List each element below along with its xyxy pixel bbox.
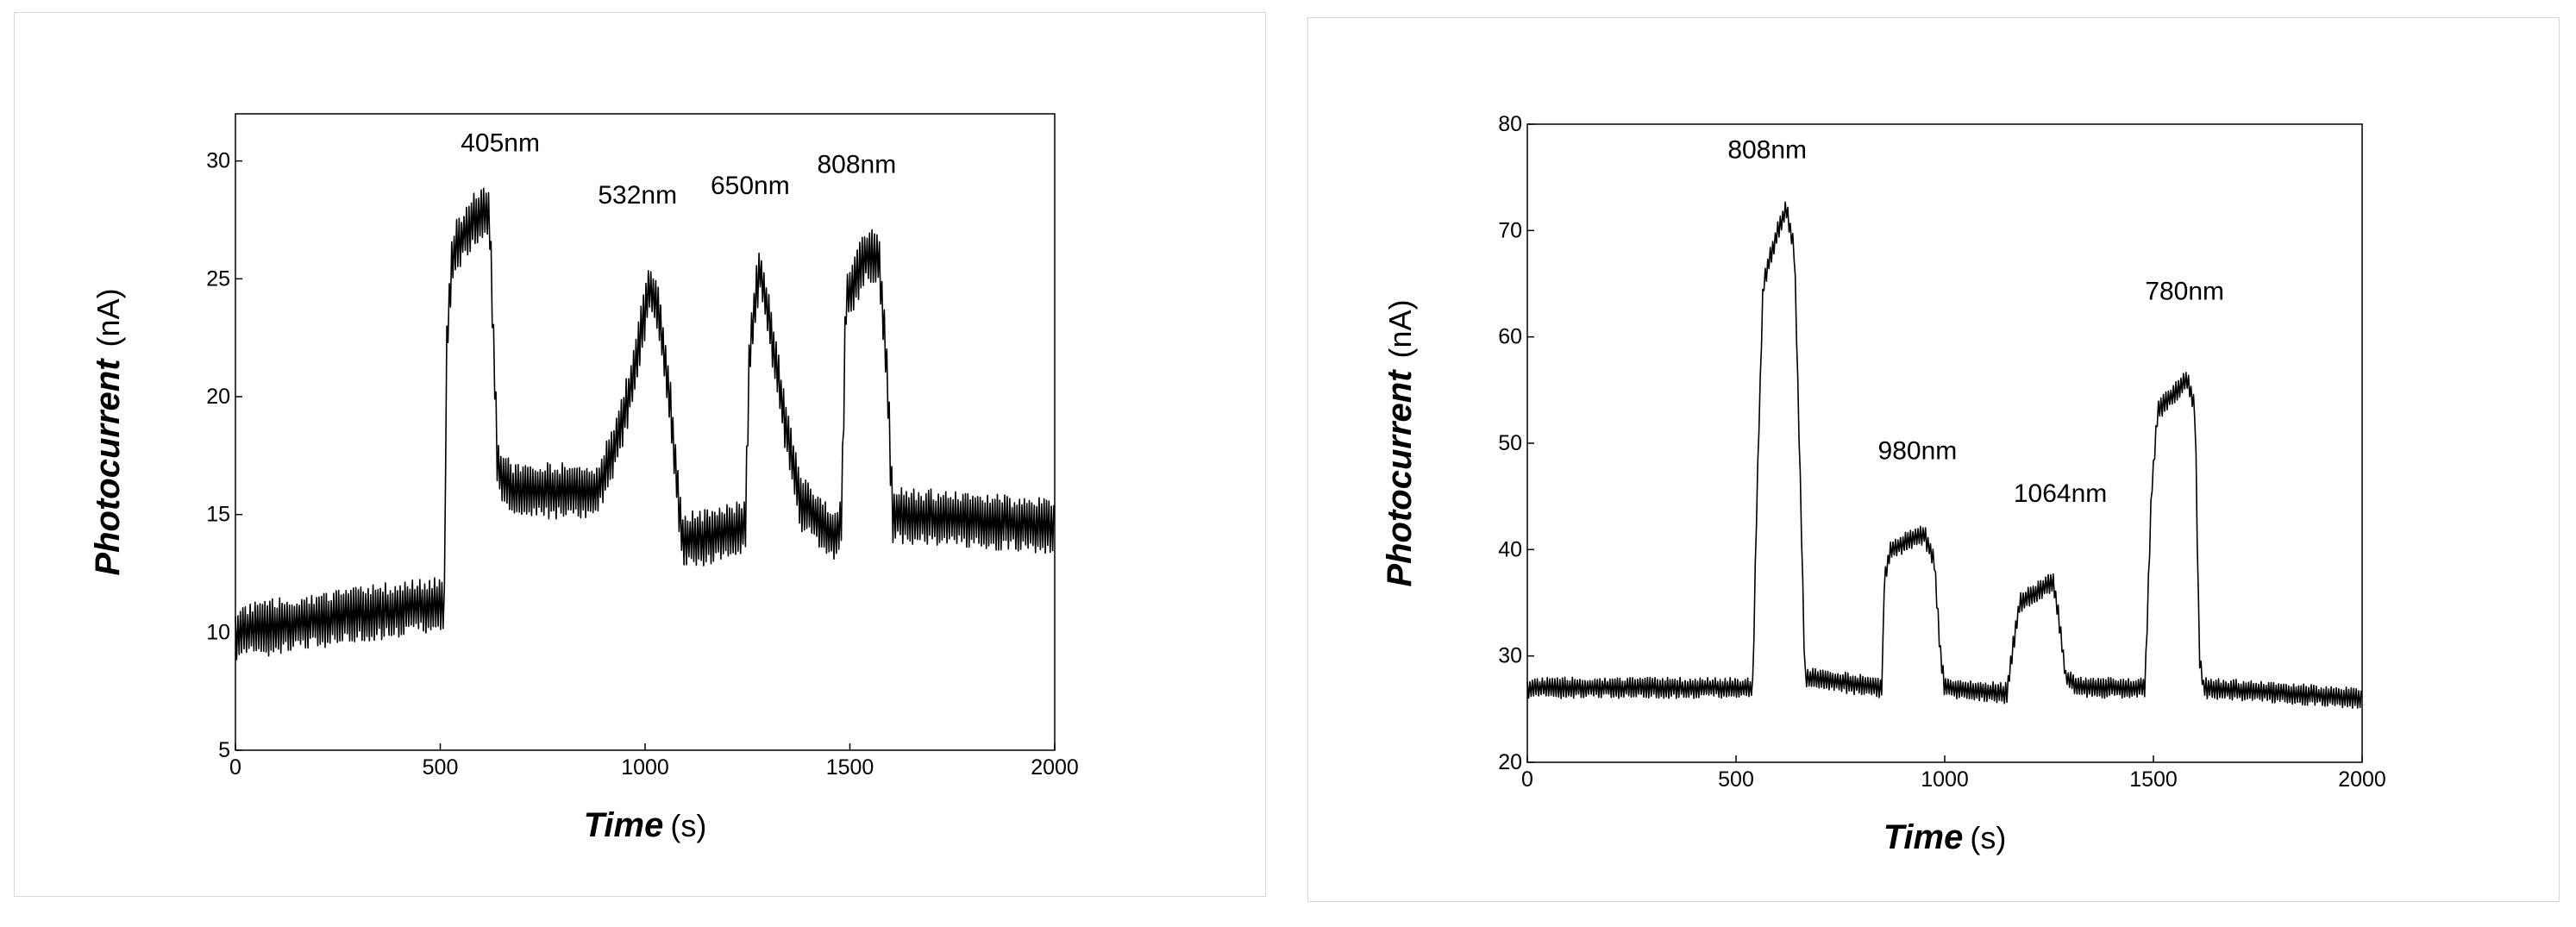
wavelength-label: 650nm (711, 172, 790, 200)
y-tick-label: 30 (206, 149, 230, 173)
x-axis-title: Time (s) (584, 806, 707, 844)
chart-panel-left: 0 500 1000 1500 2000 5 10 15 20 25 30 Time (s) Photoc… (14, 12, 1266, 897)
x-tick-label: 2000 (1031, 755, 1079, 780)
x-tick-label: 1000 (621, 755, 669, 780)
y-tick-label: 25 (206, 266, 230, 291)
wavelength-label: 808nm (818, 150, 897, 179)
x-tick-label: 2000 (2338, 767, 2386, 792)
photocurrent-chart-right: 0 500 1000 1500 2000 20 30 40 50 60 70 80 Time (s) Pho… (1381, 112, 2386, 856)
photocurrent-chart-left: 0 500 1000 1500 2000 5 10 15 20 25 30 Time (s) Photoc… (89, 113, 1079, 844)
x-tick-label: 1000 (1921, 767, 1969, 792)
y-tick-label: 20 (206, 385, 230, 409)
chart-panel-right: 0 500 1000 1500 2000 20 30 40 50 60 70 80 Time (s) Pho… (1307, 17, 2560, 902)
wavelength-label: 1064nm (2014, 479, 2107, 508)
y-tick-label: 70 (1498, 218, 1522, 242)
x-tick-label: 1500 (2129, 767, 2178, 792)
y-tick-label: 20 (1498, 750, 1522, 774)
x-tick-label: 1500 (826, 755, 874, 780)
x-tick-label: 500 (423, 755, 459, 780)
y-tick-label: 80 (1498, 112, 1522, 136)
wavelength-label: 532nm (598, 181, 677, 210)
y-tick-label: 10 (206, 620, 230, 644)
y-tick-label: 60 (1498, 325, 1522, 349)
wavelength-label: 405nm (461, 129, 540, 158)
x-tick-label: 500 (1718, 767, 1754, 792)
wavelength-label: 780nm (2145, 278, 2224, 306)
y-tick-label: 5 (218, 738, 230, 762)
x-tick-label: 0 (229, 755, 241, 780)
y-axis-title: Photocurrent(nA) (89, 288, 127, 575)
x-axis-title: Time (s) (1883, 818, 2007, 856)
y-axis-title: Photocurrent(nA) (1381, 299, 1419, 586)
y-tick-label: 15 (206, 503, 230, 527)
photocurrent-trace (1526, 201, 2362, 709)
x-tick-label: 0 (1521, 767, 1533, 792)
y-tick-label: 40 (1498, 537, 1522, 561)
wavelength-label: 980nm (1878, 437, 1958, 466)
photocurrent-trace (235, 187, 1055, 661)
y-tick-label: 50 (1498, 431, 1522, 455)
wavelength-label: 808nm (1727, 135, 1807, 164)
y-tick-label: 30 (1498, 644, 1522, 668)
